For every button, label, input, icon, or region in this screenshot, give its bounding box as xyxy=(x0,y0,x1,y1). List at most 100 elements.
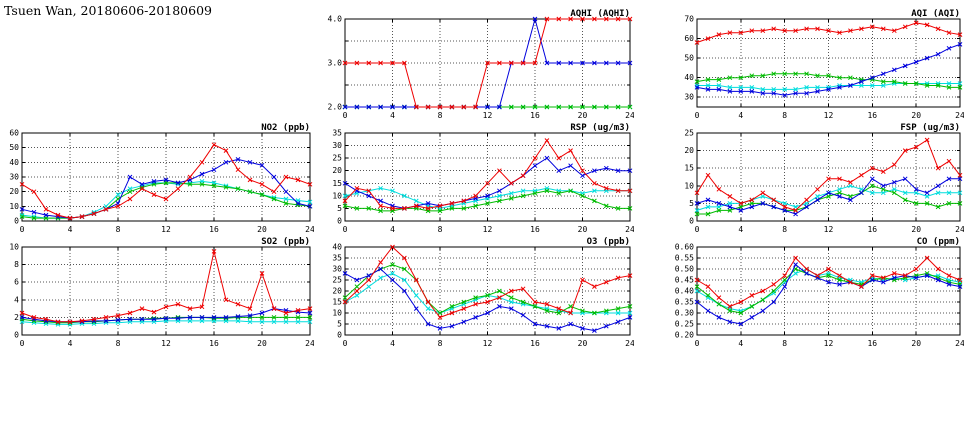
svg-text:2: 2 xyxy=(14,313,19,322)
svg-text:16: 16 xyxy=(867,225,877,234)
svg-text:12: 12 xyxy=(824,339,834,348)
svg-text:4: 4 xyxy=(68,225,73,234)
svg-text:20: 20 xyxy=(332,287,342,296)
svg-text:8: 8 xyxy=(438,225,443,234)
svg-text:20: 20 xyxy=(257,339,267,348)
svg-text:0: 0 xyxy=(20,225,25,234)
svg-text:8: 8 xyxy=(782,111,787,120)
svg-text:8: 8 xyxy=(116,339,121,348)
svg-text:10: 10 xyxy=(332,191,342,200)
chart-fsp: 0 4 8 12 16 20 24 0 5 10 15 20 25 FSP (ug/m3) xyxy=(668,122,964,236)
svg-text:0: 0 xyxy=(337,217,342,226)
svg-text:20: 20 xyxy=(257,225,267,234)
svg-text:50: 50 xyxy=(684,54,694,63)
svg-text:8: 8 xyxy=(782,339,787,348)
svg-text:SO2 (ppb): SO2 (ppb) xyxy=(261,237,310,247)
svg-text:20: 20 xyxy=(578,111,588,120)
svg-text:4: 4 xyxy=(390,111,395,120)
chart-aqi: 0 4 8 12 16 20 24 30 40 50 60 70 AQI (AQI) xyxy=(668,8,964,122)
svg-text:60: 60 xyxy=(9,129,19,138)
svg-text:8: 8 xyxy=(438,111,443,120)
svg-text:0: 0 xyxy=(337,331,342,340)
chart-o3: 0 4 8 12 16 20 24 0 5 10 15 20 25 30 35 40 O3 (ppb) xyxy=(322,236,634,350)
svg-text:16: 16 xyxy=(530,339,540,348)
svg-text:35: 35 xyxy=(332,129,342,138)
svg-text:0: 0 xyxy=(343,339,348,348)
svg-text:0.35: 0.35 xyxy=(675,298,694,307)
svg-text:O3 (ppb): O3 (ppb) xyxy=(587,237,630,247)
svg-text:12: 12 xyxy=(483,225,493,234)
svg-text:0.25: 0.25 xyxy=(675,320,694,329)
svg-text:24: 24 xyxy=(955,111,964,120)
chart-aqhi: 0 4 8 12 16 20 24 2.0 3.0 4.0 AQHI (AQHI) xyxy=(322,8,634,122)
svg-text:60: 60 xyxy=(684,34,694,43)
svg-text:40: 40 xyxy=(332,243,342,252)
svg-text:0: 0 xyxy=(695,225,700,234)
svg-text:35: 35 xyxy=(332,254,342,263)
svg-text:0: 0 xyxy=(689,217,694,226)
svg-text:24: 24 xyxy=(305,225,314,234)
svg-text:12: 12 xyxy=(483,111,493,120)
svg-text:16: 16 xyxy=(209,339,219,348)
chart-co: 0 4 8 12 16 20 24 0.20 0.25 0.30 0.35 0.40 0.45 0.50 0… xyxy=(668,236,964,350)
chart-no2: 0 4 8 12 16 20 24 0 10 20 30 40 50 60 NO2 (ppb) xyxy=(0,122,314,236)
svg-text:25: 25 xyxy=(684,129,694,138)
svg-text:4: 4 xyxy=(68,339,73,348)
svg-text:NO2 (ppb): NO2 (ppb) xyxy=(261,123,310,133)
svg-text:16: 16 xyxy=(530,225,540,234)
svg-text:0: 0 xyxy=(695,111,700,120)
svg-text:12: 12 xyxy=(161,225,171,234)
svg-text:12: 12 xyxy=(483,339,493,348)
svg-text:15: 15 xyxy=(332,179,342,188)
svg-text:25: 25 xyxy=(332,276,342,285)
svg-text:10: 10 xyxy=(332,309,342,318)
svg-text:4: 4 xyxy=(390,339,395,348)
svg-text:0: 0 xyxy=(343,111,348,120)
page-title: Tsuen Wan, 20180606-20180609 xyxy=(4,3,212,18)
svg-text:FSP (ug/m3): FSP (ug/m3) xyxy=(900,123,960,133)
svg-text:4: 4 xyxy=(390,225,395,234)
svg-text:0: 0 xyxy=(343,225,348,234)
svg-text:8: 8 xyxy=(14,260,19,269)
chart-so2: 0 4 8 12 16 20 24 0 2 4 6 8 10 SO2 (ppb) xyxy=(0,236,314,350)
svg-text:12: 12 xyxy=(824,225,834,234)
svg-text:12: 12 xyxy=(824,111,834,120)
svg-text:4: 4 xyxy=(738,111,743,120)
svg-text:20: 20 xyxy=(911,225,921,234)
svg-text:5: 5 xyxy=(337,204,342,213)
svg-text:24: 24 xyxy=(305,339,314,348)
svg-text:0.30: 0.30 xyxy=(675,309,694,318)
svg-text:12: 12 xyxy=(161,339,171,348)
svg-text:4: 4 xyxy=(738,225,743,234)
svg-text:24: 24 xyxy=(625,225,634,234)
svg-text:15: 15 xyxy=(332,298,342,307)
svg-text:0: 0 xyxy=(20,339,25,348)
svg-text:16: 16 xyxy=(530,111,540,120)
svg-text:RSP (ug/m3): RSP (ug/m3) xyxy=(570,123,630,133)
svg-text:40: 40 xyxy=(9,158,19,167)
svg-text:8: 8 xyxy=(782,225,787,234)
chart-rsp: 0 4 8 12 16 20 24 0 5 10 15 20 25 30 35 RSP (ug/m3) xyxy=(322,122,634,236)
svg-text:2.0: 2.0 xyxy=(328,103,343,112)
svg-text:10: 10 xyxy=(9,202,19,211)
svg-text:4.0: 4.0 xyxy=(328,15,343,24)
svg-text:5: 5 xyxy=(689,199,694,208)
svg-text:25: 25 xyxy=(332,154,342,163)
svg-text:4: 4 xyxy=(14,295,19,304)
svg-text:30: 30 xyxy=(332,141,342,150)
svg-text:20: 20 xyxy=(9,187,19,196)
svg-text:24: 24 xyxy=(625,339,634,348)
svg-text:AQI (AQI): AQI (AQI) xyxy=(911,9,960,19)
svg-text:8: 8 xyxy=(116,225,121,234)
svg-text:30: 30 xyxy=(684,93,694,102)
svg-text:10: 10 xyxy=(9,243,19,252)
svg-text:50: 50 xyxy=(9,143,19,152)
svg-text:6: 6 xyxy=(14,278,19,287)
svg-text:20: 20 xyxy=(578,225,588,234)
svg-text:0.50: 0.50 xyxy=(675,265,694,274)
svg-text:70: 70 xyxy=(684,15,694,24)
svg-text:3.0: 3.0 xyxy=(328,59,343,68)
svg-text:15: 15 xyxy=(684,164,694,173)
svg-text:24: 24 xyxy=(625,111,634,120)
svg-text:0.20: 0.20 xyxy=(675,331,694,340)
